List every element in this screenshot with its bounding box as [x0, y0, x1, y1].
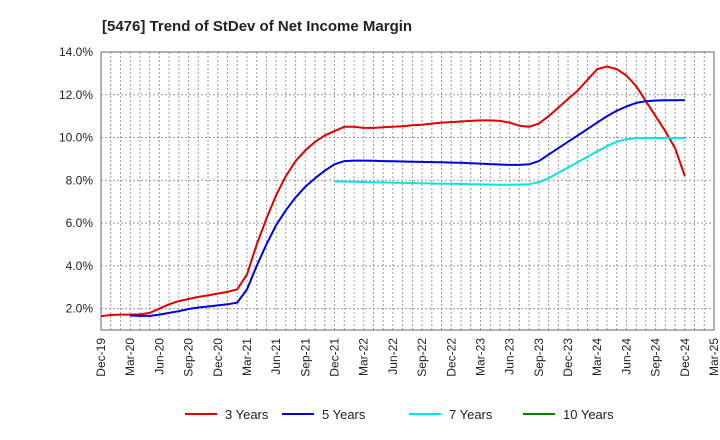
x-tick-label: Jun-24: [619, 338, 633, 375]
x-tick-label: Sep-24: [649, 338, 663, 377]
x-tick-label: Dec-23: [561, 338, 575, 377]
y-tick-label: 12.0%: [59, 88, 93, 102]
x-tick-label: Mar-20: [123, 338, 137, 376]
x-tick-label: Sep-20: [182, 338, 196, 377]
x-tick-label: Jun-23: [503, 338, 517, 375]
x-tick-label: Jun-20: [152, 338, 166, 375]
x-tick-label: Dec-24: [678, 338, 692, 377]
x-tick-label: Dec-19: [94, 338, 108, 377]
x-tick-label: Sep-22: [415, 338, 429, 377]
legend-label: 5 Years: [322, 407, 366, 422]
x-tick-label: Mar-21: [240, 338, 254, 376]
grid-lines: [100, 51, 715, 330]
y-tick-label: 2.0%: [66, 302, 94, 316]
legend: 3 Years 5 Years 7 Years 10 Years: [185, 407, 614, 422]
series-lines: [100, 65, 686, 318]
y-tick-label: 4.0%: [66, 259, 94, 273]
x-tick-label: Dec-22: [444, 338, 458, 377]
chart-title: [5476] Trend of StDev of Net Income Marg…: [102, 18, 412, 35]
x-tick-label: Jun-21: [269, 338, 283, 375]
y-tick-label: 10.0%: [59, 131, 93, 145]
y-tick-label: 8.0%: [66, 173, 94, 187]
x-tick-label: Mar-25: [707, 338, 720, 376]
plot-area-frame: [100, 51, 715, 331]
series-line-5-years: [130, 99, 685, 317]
legend-label: 3 Years: [225, 407, 269, 422]
x-axis-ticks: Dec-19 Mar-20 Jun-20 Sep-20 Dec-20 Mar-21 Jun-…: [94, 338, 720, 377]
x-tick-label: Sep-23: [532, 338, 546, 377]
y-tick-label: 14.0%: [59, 45, 93, 59]
y-tick-label: 6.0%: [66, 216, 94, 230]
legend-label: 7 Years: [449, 407, 493, 422]
series-line-7-years: [334, 137, 685, 186]
x-tick-label: Mar-24: [590, 338, 604, 376]
x-tick-label: Mar-23: [473, 338, 487, 376]
x-tick-label: Sep-21: [298, 338, 312, 377]
series-line-3-years: [100, 65, 686, 318]
x-tick-label: Jun-22: [386, 338, 400, 375]
x-tick-label: Dec-20: [211, 338, 225, 377]
x-tick-label: Mar-22: [357, 338, 371, 376]
x-tick-label: Dec-21: [328, 338, 342, 377]
legend-label: 10 Years: [563, 407, 614, 422]
y-axis-ticks: 2.0% 4.0% 6.0% 8.0% 10.0% 12.0% 14.0%: [59, 45, 93, 316]
